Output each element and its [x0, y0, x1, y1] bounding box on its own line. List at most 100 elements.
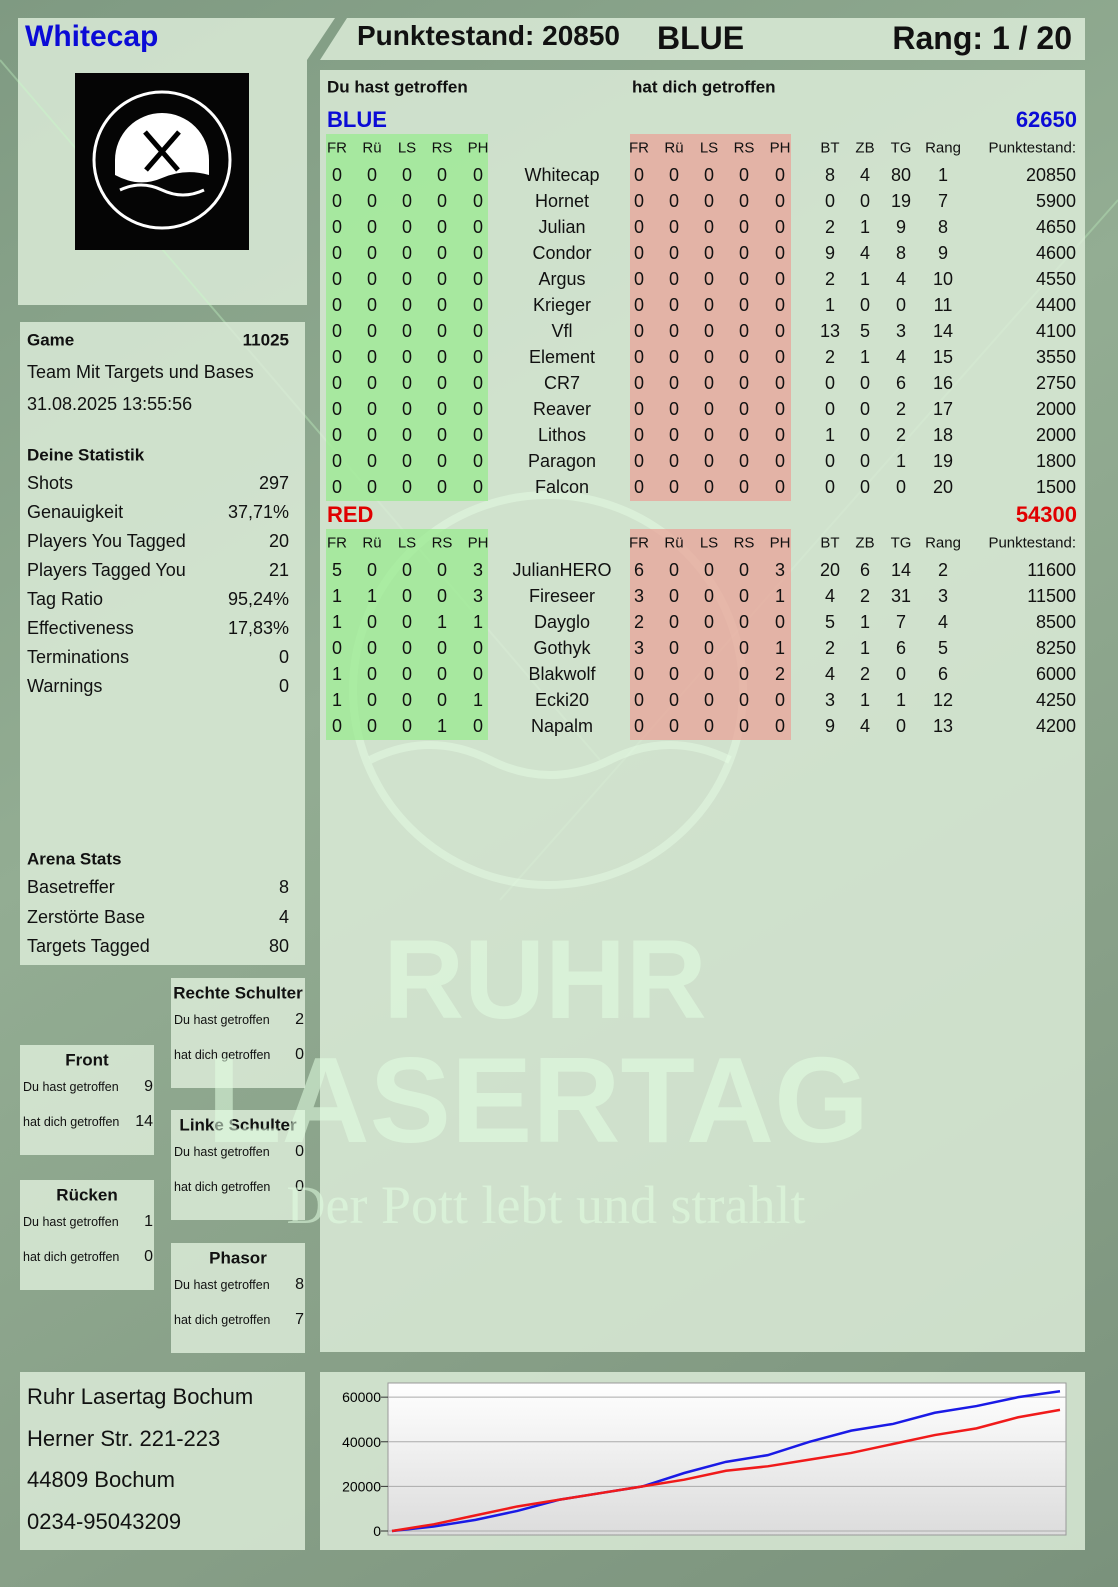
received-cell: 0: [703, 477, 715, 497]
received-cell: 0: [738, 217, 750, 237]
stat-cell: 6: [895, 638, 907, 658]
received-title: hat dich getroffen: [632, 77, 776, 97]
given-cell: 3: [472, 586, 484, 606]
given-cell: 0: [366, 373, 378, 393]
given-cell: 0: [472, 451, 484, 471]
player-cell: Argus: [538, 269, 586, 289]
given-cell: 0: [436, 321, 448, 341]
given-title: Du hast getroffen: [327, 77, 468, 97]
stat-cell: 6000: [1035, 664, 1076, 684]
game-label: Game: [27, 330, 75, 350]
given-cell: 0: [472, 664, 484, 684]
received-cell: 0: [774, 399, 786, 419]
given-cell: 0: [472, 425, 484, 445]
given-cell: 0: [401, 425, 413, 445]
given-cell: 0: [401, 373, 413, 393]
given-cell: 0: [331, 243, 343, 263]
stat-value: 0: [278, 676, 289, 696]
given-cell: 0: [366, 638, 378, 658]
team-name: RED: [327, 502, 374, 527]
zone-title: Linke Schulter: [179, 1115, 297, 1135]
stats-panel: [20, 322, 305, 965]
given-cell: 5: [331, 560, 343, 580]
given-cell: 0: [366, 217, 378, 237]
stat-cell: 0: [895, 295, 907, 315]
stat-cell: 6: [859, 560, 871, 580]
zone-label: Du hast getroffen: [174, 1144, 270, 1159]
stat-cell: 0: [824, 477, 836, 497]
given-cell: 0: [401, 477, 413, 497]
received-cell: 0: [703, 191, 715, 211]
stat-cell: 2: [824, 269, 836, 289]
given-area: [326, 529, 488, 740]
column-header: Rü: [664, 139, 684, 157]
player-cell: Lithos: [537, 425, 587, 445]
stat-cell: 4: [937, 612, 949, 632]
stat-cell: 14: [890, 560, 912, 580]
received-cell: 0: [738, 295, 750, 315]
zone-label: Du hast getroffen: [23, 1214, 119, 1229]
series-line: [391, 1408, 1061, 1533]
received-cell: 0: [633, 425, 645, 445]
given-cell: 0: [401, 664, 413, 684]
given-cell: 0: [436, 373, 448, 393]
player-cell: Reaver: [532, 399, 592, 419]
y-tick-label: 40000: [342, 1434, 381, 1450]
stat-cell: 4: [859, 165, 871, 185]
given-cell: 0: [401, 191, 413, 211]
received-area: [630, 134, 791, 501]
column-header: LS: [699, 534, 719, 552]
received-cell: 0: [774, 243, 786, 263]
zone-title: Rechte Schulter: [173, 983, 303, 1003]
received-cell: 1: [774, 638, 786, 658]
received-cell: 0: [668, 269, 680, 289]
team-total: 62650: [1015, 107, 1077, 132]
arena-title: Arena Stats: [27, 849, 122, 869]
player-cell: Ecki20: [534, 690, 590, 710]
stat-cell: 0: [824, 191, 836, 211]
column-header: RS: [733, 139, 755, 157]
stat-cell: 1: [859, 269, 871, 289]
stat-cell: 2: [824, 638, 836, 658]
received-cell: 0: [703, 243, 715, 263]
header-bar: [320, 18, 1085, 60]
player-cell: Julian: [538, 217, 586, 237]
given-area: [326, 134, 488, 501]
received-cell: 0: [633, 269, 645, 289]
player-cell: Condor: [532, 243, 592, 263]
column-header: RS: [431, 534, 453, 552]
given-cell: 0: [436, 399, 448, 419]
column-header: LS: [397, 139, 417, 157]
received-cell: 0: [633, 477, 645, 497]
stat-cell: 4: [859, 716, 871, 736]
received-cell: 0: [633, 191, 645, 211]
address-line: 44809 Bochum: [27, 1467, 175, 1492]
column-header: Rü: [362, 534, 382, 552]
logo-top-text: RUHR: [0, 0, 22, 4]
received-cell: 0: [668, 477, 680, 497]
given-cell: 0: [331, 191, 343, 211]
zone-label: hat dich getroffen: [23, 1249, 120, 1264]
stat-cell: 4: [895, 347, 907, 367]
column-header: Punktestand:: [988, 139, 1076, 157]
received-cell: 0: [668, 321, 680, 341]
received-area: [630, 529, 791, 740]
given-cell: 0: [366, 477, 378, 497]
player-cell: Hornet: [534, 191, 590, 211]
given-cell: 0: [472, 716, 484, 736]
stat-cell: 2: [895, 399, 907, 419]
column-header: PH: [467, 139, 489, 157]
given-cell: 0: [436, 664, 448, 684]
zone-label: hat dich getroffen: [174, 1047, 271, 1062]
received-cell: 0: [703, 638, 715, 658]
logo-wave: [119, 183, 205, 197]
given-cell: 0: [366, 664, 378, 684]
stat-cell: 8: [895, 243, 907, 263]
y-tick-label: 60000: [342, 1389, 381, 1405]
received-cell: 0: [703, 425, 715, 445]
received-cell: 0: [738, 243, 750, 263]
received-cell: 0: [668, 664, 680, 684]
received-cell: 0: [633, 373, 645, 393]
received-cell: 0: [738, 347, 750, 367]
